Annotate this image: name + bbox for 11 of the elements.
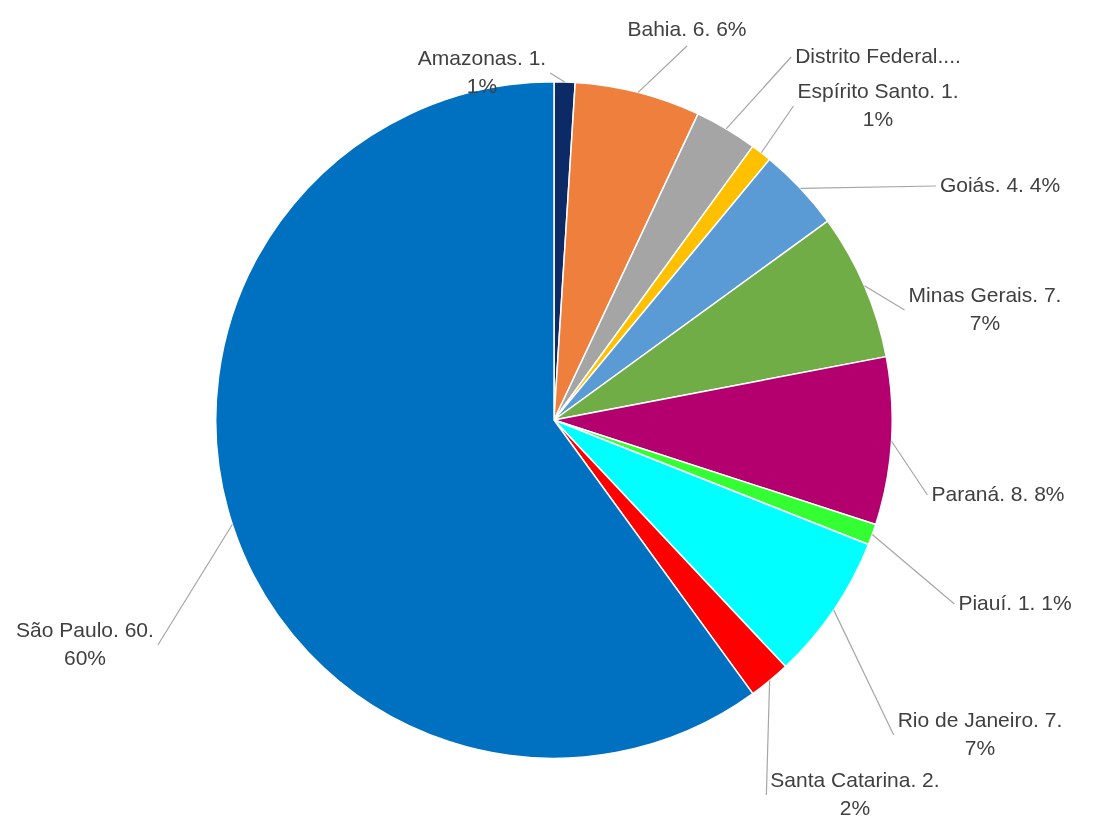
slice-label: Amazonas. 1. 1% [417,45,547,97]
slice-label: Espírito Santo. 1. 1% [797,78,959,130]
slice-label: Santa Catarina. 2. 2% [770,767,940,819]
slice-label: Piauí. 1. 1% [958,590,1072,614]
slice-label: Distrito Federal.... [795,43,961,67]
slice-label: Paraná. 8. 8% [931,481,1065,505]
slice-label: Minas Gerais. 7. 7% [908,282,1062,334]
slice-label: Bahia. 6. 6% [627,16,747,40]
slice-label: Rio de Janeiro. 7. 7% [897,707,1063,759]
slice-label: São Paulo. 60. 60% [16,617,154,669]
slice-label: Goiás. 4. 4% [939,172,1061,196]
